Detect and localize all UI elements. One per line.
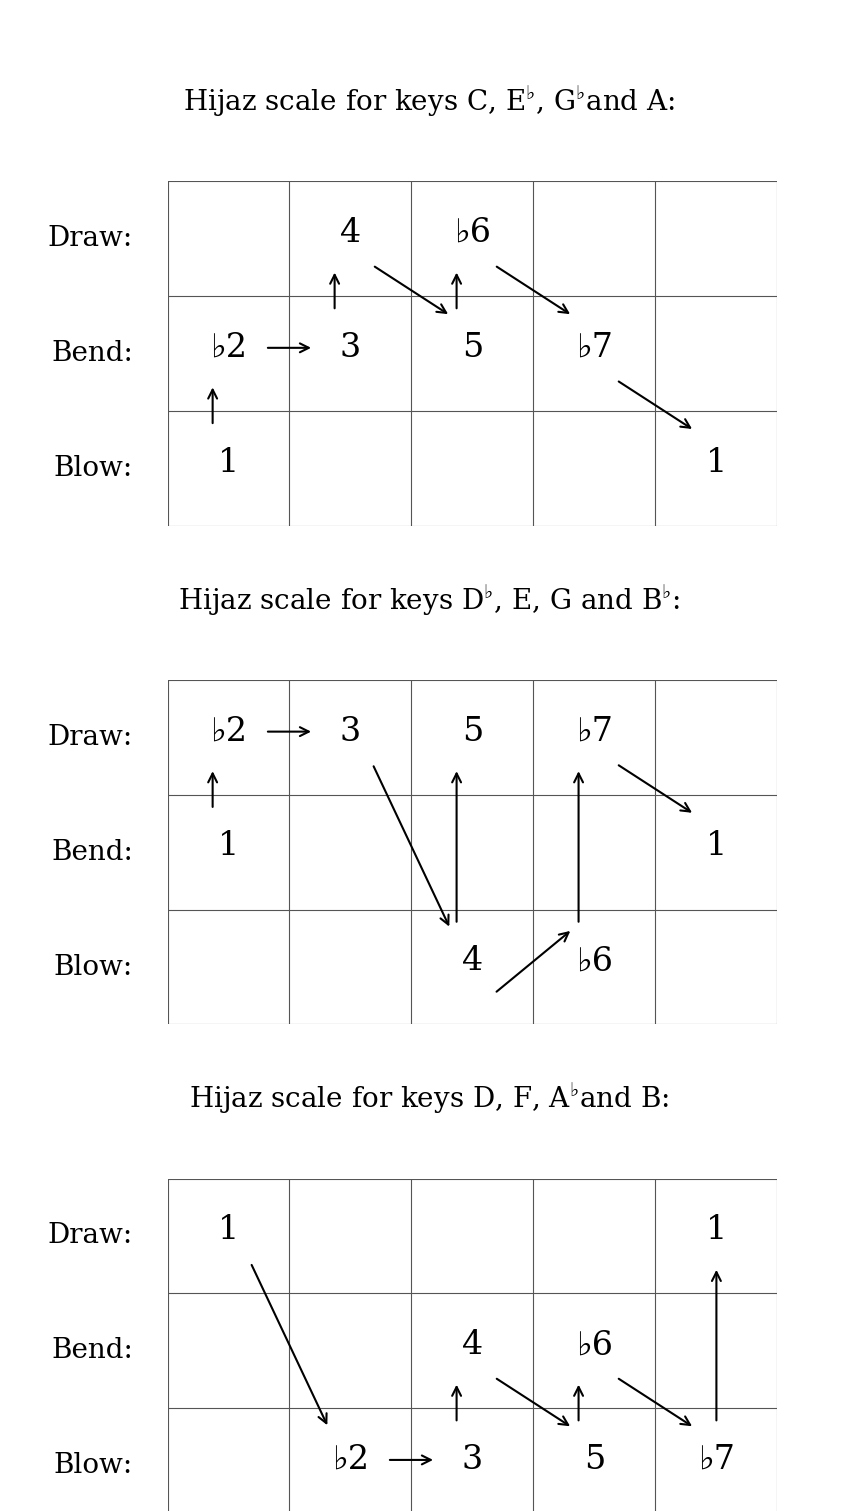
- Text: 1: 1: [706, 1215, 727, 1247]
- Text: Hijaz scale for keys D, F, A$^\flat$and B:: Hijaz scale for keys D, F, A$^\flat$and …: [190, 1080, 669, 1117]
- Text: Bend:: Bend:: [52, 839, 133, 866]
- Text: ♭2: ♭2: [210, 332, 247, 364]
- Text: ♭6: ♭6: [576, 1330, 613, 1361]
- Text: Blow:: Blow:: [54, 1452, 133, 1479]
- Text: 5: 5: [462, 716, 483, 748]
- Text: ♭2: ♭2: [210, 716, 247, 748]
- Text: 1: 1: [706, 447, 727, 479]
- Text: Hijaz scale for keys D$^\flat$, E, G and B$^\flat$:: Hijaz scale for keys D$^\flat$, E, G and…: [179, 582, 680, 618]
- Text: 5: 5: [584, 1445, 605, 1476]
- Text: Blow:: Blow:: [54, 953, 133, 981]
- Text: 4: 4: [462, 946, 483, 978]
- Text: Hijaz scale for keys C, E$^\flat$, G$^\flat$and A:: Hijaz scale for keys C, E$^\flat$, G$^\f…: [184, 83, 675, 119]
- Text: ♭2: ♭2: [332, 1445, 369, 1476]
- Text: 4: 4: [340, 218, 361, 249]
- Text: 3: 3: [340, 716, 361, 748]
- Text: 5: 5: [462, 332, 483, 364]
- Text: ♭7: ♭7: [576, 716, 612, 748]
- Text: ♭6: ♭6: [454, 218, 491, 249]
- Text: Bend:: Bend:: [52, 340, 133, 367]
- Text: ♭6: ♭6: [576, 946, 613, 978]
- Text: 1: 1: [218, 831, 239, 863]
- Text: 3: 3: [340, 332, 361, 364]
- Text: ♭7: ♭7: [576, 332, 612, 364]
- Text: Draw:: Draw:: [48, 225, 133, 252]
- Text: 1: 1: [218, 1215, 239, 1247]
- Text: ♭7: ♭7: [698, 1445, 734, 1476]
- Text: 1: 1: [218, 447, 239, 479]
- Text: 1: 1: [706, 831, 727, 863]
- Text: 3: 3: [462, 1445, 483, 1476]
- Text: Draw:: Draw:: [48, 1222, 133, 1250]
- Text: Blow:: Blow:: [54, 455, 133, 482]
- Text: Draw:: Draw:: [48, 724, 133, 751]
- Text: 4: 4: [462, 1330, 483, 1361]
- Text: Bend:: Bend:: [52, 1337, 133, 1364]
